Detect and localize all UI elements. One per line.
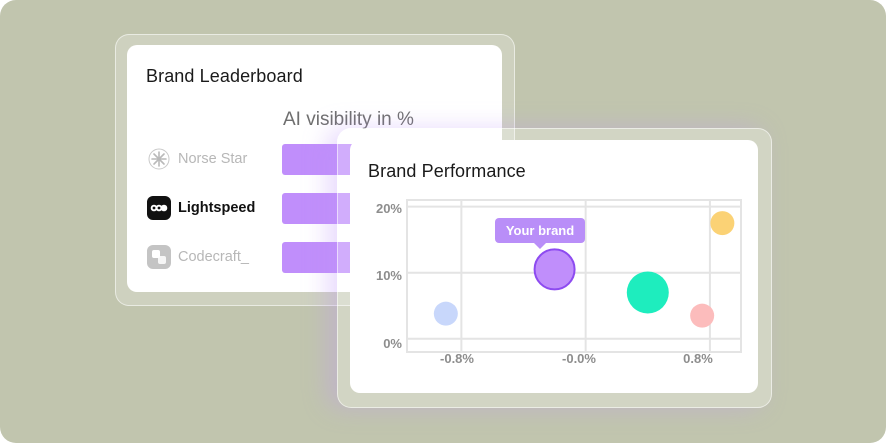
brand-point [626,271,669,314]
performance-card: Brand Performance 20% 10% 0% -0.8% -0.0%… [350,140,758,393]
asterisk-star-icon [147,147,171,171]
brand-row-codecraft[interactable]: Codecraft_ [147,245,249,269]
your-brand-tooltip: Your brand [495,218,585,249]
lightspeed-logo-icon [147,196,171,220]
y-tick-label: 20% [375,201,402,216]
performance-title: Brand Performance [368,161,526,181]
brand-point [710,211,735,236]
x-tick-label: -0.0% [562,351,596,366]
brand-row-norse-star[interactable]: Norse Star [147,147,247,171]
y-tick-label: 0% [383,336,402,351]
x-tick-label: 0.8% [683,351,713,366]
your-brand-point [533,248,576,291]
brand-point [690,303,715,328]
leaderboard-title: Brand Leaderboard [146,66,303,86]
visibility-column-header: AI visibility in % [283,109,414,130]
codecraft-logo-icon [147,245,171,269]
y-tick-label: 10% [375,268,402,283]
brand-name: Codecraft_ [178,249,249,265]
brand-name: Lightspeed [178,200,256,216]
brand-name: Norse Star [178,151,248,167]
brand-row-lightspeed[interactable]: Lightspeed [147,196,255,220]
brand-point [433,301,458,326]
plot-frame [406,199,742,353]
scatter-chart [406,199,742,353]
x-tick-label: -0.8% [440,351,474,366]
